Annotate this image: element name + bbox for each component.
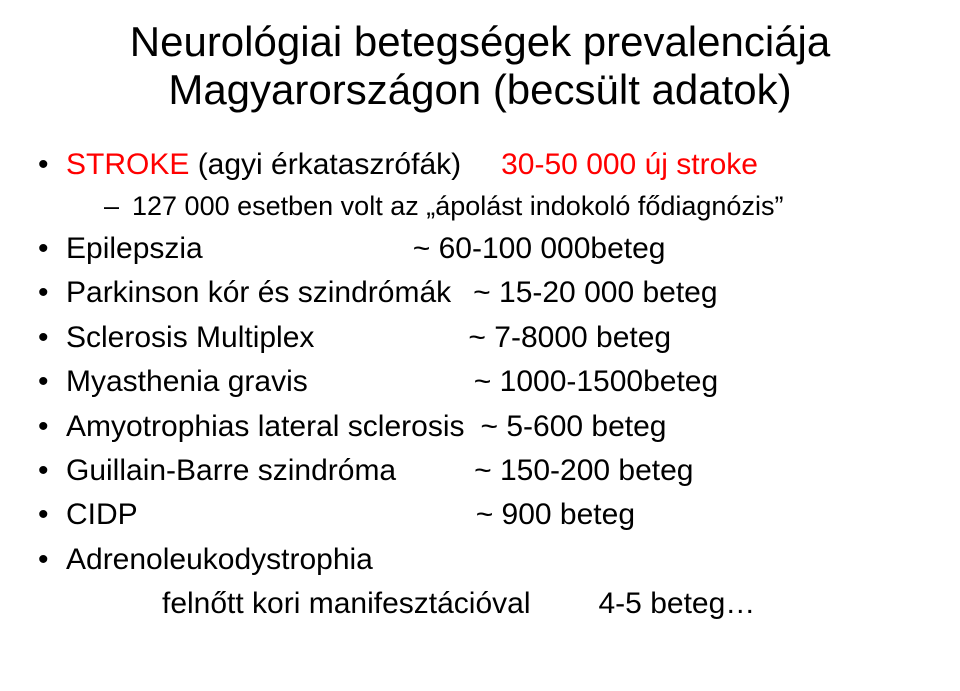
item-value: ~ 5-600 beteg xyxy=(480,405,666,449)
item-sclerosis-multiplex: Sclerosis Multiplex ~ 7-8000 beteg xyxy=(32,316,928,360)
gap xyxy=(531,582,599,626)
label-pre: STROKE xyxy=(66,148,189,181)
item-label: Myasthenia gravis xyxy=(66,360,308,404)
last-line: felnőtt kori manifesztációval 4-5 beteg… xyxy=(32,582,928,626)
row: STROKE (agyi érkataszrófák) 30-50 000 új… xyxy=(66,143,928,187)
item-myasthenia: Myasthenia gravis ~ 1000-1500beteg xyxy=(32,360,928,404)
last-label: felnőtt kori manifesztációval xyxy=(162,582,531,626)
item-label: STROKE (agyi érkataszrófák) xyxy=(66,143,461,187)
item-label: Parkinson kór és szindrómák xyxy=(66,271,451,315)
item-guillain-barre: Guillain-Barre szindróma ~ 150-200 beteg xyxy=(32,449,928,493)
row: CIDP ~ 900 beteg xyxy=(66,493,928,537)
item-value: ~ 1000-1500beteg xyxy=(474,360,718,404)
row: Myasthenia gravis ~ 1000-1500beteg xyxy=(66,360,928,404)
row: Parkinson kór és szindrómák ~ 15-20 000 … xyxy=(66,271,928,315)
item-als: Amyotrophias lateral sclerosis ~ 5-600 b… xyxy=(32,405,928,449)
content-list: STROKE (agyi érkataszrófák) 30-50 000 új… xyxy=(32,143,928,582)
row: Sclerosis Multiplex ~ 7-8000 beteg xyxy=(66,316,928,360)
title-line1: Neurológiai betegségek prevalenciája xyxy=(130,18,830,65)
row: Adrenoleukodystrophia xyxy=(66,538,928,582)
sublist: 127 000 esetben volt az „ápolást indokol… xyxy=(66,187,928,227)
item-label: Sclerosis Multiplex xyxy=(66,316,314,360)
row: Guillain-Barre szindróma ~ 150-200 beteg xyxy=(66,449,928,493)
item-label: Epilepszia xyxy=(66,227,203,271)
item-value: ~ 7-8000 beteg xyxy=(468,316,671,360)
subitem: 127 000 esetben volt az „ápolást indokol… xyxy=(104,187,928,227)
item-value: 30-50 000 új stroke xyxy=(501,143,758,187)
title-line2: Magyarországon (becsült adatok) xyxy=(168,66,791,113)
item-cidp: CIDP ~ 900 beteg xyxy=(32,493,928,537)
slide-title: Neurológiai betegségek prevalenciája Mag… xyxy=(32,18,928,115)
item-epilepszia: Epilepszia ~ 60-100 000beteg xyxy=(32,227,928,271)
slide: Neurológiai betegségek prevalenciája Mag… xyxy=(0,0,960,691)
label-post: (agyi érkataszrófák) xyxy=(189,148,461,181)
item-label: Adrenoleukodystrophia xyxy=(66,538,373,582)
item-adrenoleukodystrophia: Adrenoleukodystrophia xyxy=(32,538,928,582)
item-value: ~ 900 beteg xyxy=(476,493,635,537)
item-value: ~ 60-100 000beteg xyxy=(413,227,666,271)
item-parkinson: Parkinson kór és szindrómák ~ 15-20 000 … xyxy=(32,271,928,315)
item-value: ~ 15-20 000 beteg xyxy=(473,271,717,315)
item-label: CIDP xyxy=(66,493,138,537)
item-stroke: STROKE (agyi érkataszrófák) 30-50 000 új… xyxy=(32,143,928,227)
item-value: ~ 150-200 beteg xyxy=(474,449,693,493)
item-label: Amyotrophias lateral sclerosis xyxy=(66,405,464,449)
item-label: Guillain-Barre szindróma xyxy=(66,449,396,493)
row: Amyotrophias lateral sclerosis ~ 5-600 b… xyxy=(66,405,928,449)
subitem-text: 127 000 esetben volt az „ápolást indokol… xyxy=(132,191,783,221)
last-value: 4-5 beteg… xyxy=(599,582,756,626)
row: Epilepszia ~ 60-100 000beteg xyxy=(66,227,928,271)
